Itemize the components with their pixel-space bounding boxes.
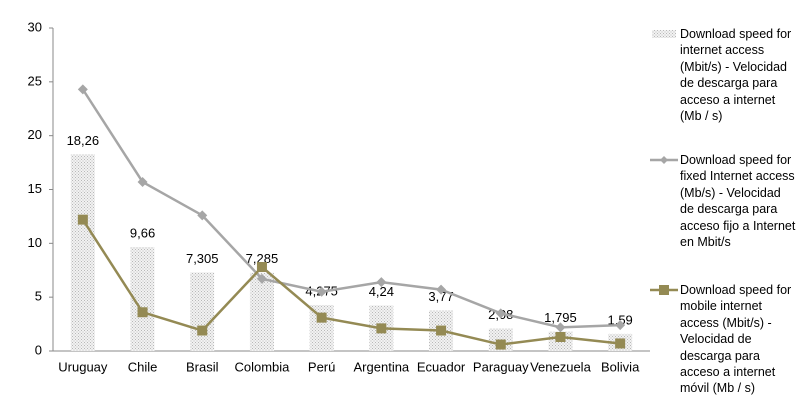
legend-label: Download speed for mobile internet acces… (680, 283, 792, 396)
x-tick-label: Bolivia (601, 359, 640, 374)
marker (197, 325, 208, 336)
line (81, 88, 621, 329)
x-tick-label: Uruguay (58, 359, 108, 374)
x-tick-label: Paraguay (473, 359, 529, 374)
line (81, 218, 621, 346)
x-tick-label: Perú (308, 359, 335, 374)
bar (249, 272, 274, 351)
marker (376, 323, 387, 334)
data-label: 9,66 (130, 225, 155, 240)
x-tick-label: Colombia (234, 359, 290, 374)
y-tick-label: 5 (35, 289, 42, 304)
y-tick-label: 0 (35, 342, 42, 357)
marker (615, 338, 626, 349)
x-tick-label: Chile (128, 359, 158, 374)
data-label: 1,59 (607, 312, 632, 327)
marker (197, 210, 208, 221)
legend-marker (660, 156, 668, 164)
marker (77, 214, 88, 225)
legend-label: Download speed for internet access (Mbit… (680, 27, 792, 124)
x-tick-label: Venezuela (530, 359, 591, 374)
marker (555, 332, 566, 343)
marker (137, 176, 148, 187)
y-tick-label: 10 (28, 235, 42, 250)
x-tick-label: Argentina (354, 359, 410, 374)
y-tick-label: 30 (28, 19, 42, 34)
x-tick-label: Ecuador (417, 359, 466, 374)
legend-marker (659, 285, 669, 295)
marker (555, 322, 566, 333)
marker (77, 84, 88, 95)
marker (137, 307, 148, 318)
marker (316, 312, 327, 323)
marker (316, 286, 327, 297)
y-tick-label: 25 (28, 73, 42, 88)
data-label: 1,795 (544, 310, 577, 325)
marker (256, 273, 267, 284)
marker (436, 284, 447, 295)
bar (70, 154, 95, 351)
data-label: 4,24 (369, 284, 394, 299)
y-tick-label: 20 (28, 127, 42, 142)
legend-swatch (652, 30, 676, 38)
marker (436, 325, 447, 336)
data-label: 18,26 (67, 133, 100, 148)
marker (376, 277, 387, 288)
marker (256, 262, 267, 273)
data-label: 7,305 (186, 251, 219, 266)
marker (495, 308, 506, 319)
x-tick-label: Brasil (186, 359, 219, 374)
marker (495, 339, 506, 350)
data-label: 7,285 (246, 251, 279, 266)
marker (615, 320, 626, 331)
legend-label: Download speed for fixed Internet access… (680, 153, 796, 250)
y-tick-label: 15 (28, 181, 42, 196)
bar (190, 272, 215, 351)
